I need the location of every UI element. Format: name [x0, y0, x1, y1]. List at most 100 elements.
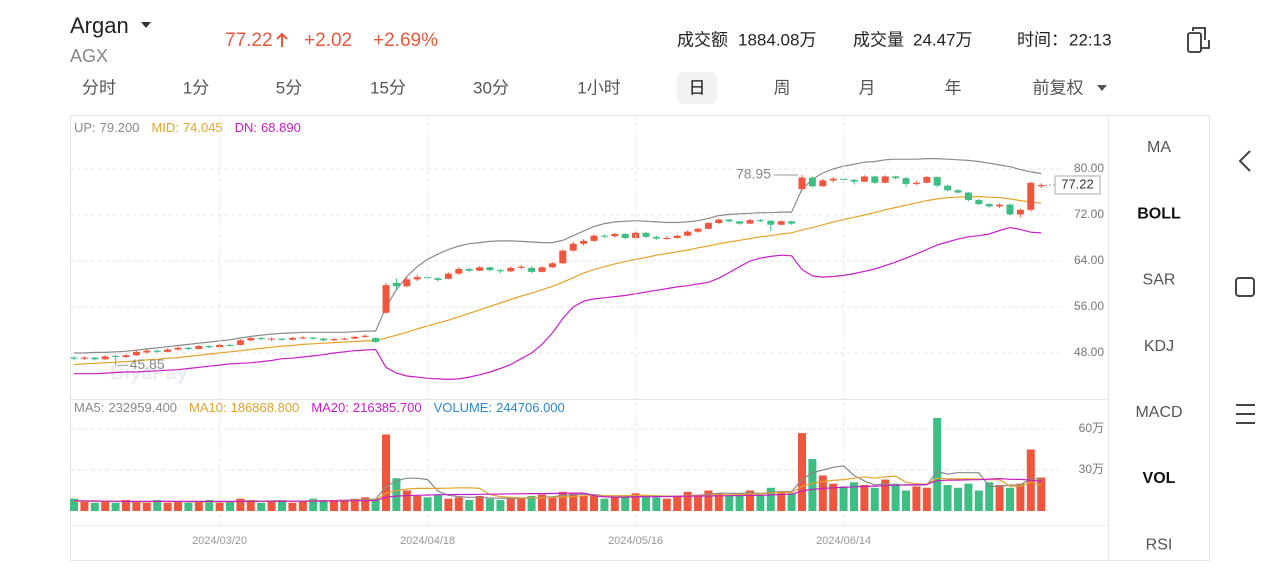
candle-body	[912, 182, 920, 184]
indicator-tab[interactable]: MA	[1147, 139, 1171, 156]
candle-body	[507, 267, 515, 272]
period-tab[interactable]: 日	[689, 78, 706, 97]
period-tab[interactable]: 1分	[183, 78, 209, 97]
volume-bar	[777, 491, 786, 511]
volume-bar	[621, 495, 630, 511]
candle-body	[975, 200, 983, 205]
volume-bar	[90, 502, 99, 511]
volume-bar	[122, 500, 130, 511]
candle-body	[372, 338, 380, 343]
candle-body	[985, 204, 993, 207]
volume-bar	[798, 433, 806, 511]
volume-bar	[465, 500, 474, 511]
volume-bar	[974, 490, 983, 511]
volume-bar	[579, 495, 588, 511]
candle-body	[538, 267, 546, 272]
candle-body	[923, 177, 931, 183]
indicator-tab[interactable]: RSI	[1146, 536, 1173, 553]
indicator-tab[interactable]: MACD	[1135, 404, 1182, 421]
indicator-tab[interactable]: VOL	[1143, 470, 1176, 487]
price-box	[1054, 175, 1101, 195]
candle-body	[694, 228, 702, 232]
candle-body	[829, 178, 837, 181]
period-tab[interactable]: 15分	[370, 78, 406, 97]
boll-line	[74, 226, 1042, 381]
volume-bar	[153, 500, 162, 511]
legend: UP: 79.200 MID: 74.045 DN: 68.890	[74, 120, 301, 135]
y-tick-label: 48.00	[1074, 345, 1104, 359]
candle-body	[746, 220, 754, 224]
volume-bar	[382, 434, 390, 511]
period-tab[interactable]: 月	[859, 78, 876, 97]
stock-symbol: AGX	[70, 46, 108, 66]
legend-value: 216385.700	[353, 400, 422, 415]
dropdown-icon[interactable]	[1097, 85, 1107, 91]
home-button[interactable]	[1235, 277, 1255, 297]
up-arrow	[276, 32, 288, 47]
candle-body	[80, 357, 88, 359]
menu-button[interactable]	[1236, 404, 1255, 424]
volume-bar	[444, 498, 453, 511]
volume-bar	[631, 493, 640, 511]
indicator-tab[interactable]: SAR	[1143, 272, 1176, 289]
volume-bar	[756, 494, 765, 511]
volume-bar	[454, 497, 463, 511]
candle-body	[143, 350, 151, 353]
volume-value: 24.47万	[913, 30, 973, 49]
candle-body	[268, 338, 276, 340]
period-tab[interactable]: 30分	[473, 78, 509, 97]
candle-body	[476, 267, 484, 271]
candle-body	[517, 266, 525, 268]
candle-body	[226, 344, 234, 346]
volume-bar	[558, 491, 567, 511]
volume-bar	[891, 483, 900, 511]
period-tab[interactable]: 5分	[276, 78, 302, 97]
candle-body	[652, 236, 660, 239]
volume-bar	[735, 494, 744, 511]
volume-bar	[236, 498, 245, 511]
legend-name: MA20:	[311, 400, 349, 415]
period-tab[interactable]: 前复权	[1033, 78, 1084, 97]
turnover-label: 成交额	[677, 30, 728, 49]
legend-value: 232959.400	[108, 400, 177, 415]
volume-bar	[319, 500, 328, 511]
period-tab[interactable]: 周	[774, 78, 791, 97]
stock-name[interactable]: Argan	[70, 13, 129, 38]
legend-name: VOLUME:	[434, 400, 493, 415]
x-tick-label: 2024/04/18	[400, 535, 455, 547]
candle-body	[361, 335, 369, 337]
candle-body	[1006, 204, 1014, 215]
volume-bar	[475, 495, 484, 511]
candle-body	[881, 176, 889, 183]
volume-bar	[184, 502, 193, 511]
candle-body	[704, 223, 712, 229]
volume-bar	[683, 491, 692, 511]
candle-body	[569, 243, 577, 251]
volume-bar	[694, 494, 702, 511]
dropdown-icon[interactable]	[141, 22, 151, 28]
volume-bar	[517, 498, 526, 511]
volume-bar	[829, 483, 838, 511]
candle-body	[663, 237, 671, 239]
legend-value: 186868.800	[231, 400, 300, 415]
candle-body	[777, 221, 785, 225]
y-tick-label: 60万	[1079, 421, 1104, 435]
candle-body	[964, 192, 972, 201]
rotate-icon[interactable]	[1187, 27, 1210, 53]
last-price: 77.22	[225, 30, 273, 51]
candle-body	[434, 278, 442, 280]
period-tab[interactable]: 年	[945, 78, 962, 97]
period-tab[interactable]: 分时	[82, 78, 116, 97]
candle-body	[736, 221, 744, 224]
candle-body	[299, 337, 307, 339]
candle-body	[996, 204, 1004, 207]
volume-bar	[413, 495, 422, 511]
volume-bar	[350, 498, 359, 511]
candle-body	[642, 232, 650, 237]
x-tick-label: 2024/05/16	[608, 535, 663, 547]
back-button[interactable]	[1238, 150, 1251, 172]
indicator-tab[interactable]: KDJ	[1144, 338, 1174, 355]
indicator-tab[interactable]: BOLL	[1137, 205, 1181, 222]
volume-bar	[278, 500, 286, 511]
period-tab[interactable]: 1小时	[577, 78, 620, 97]
